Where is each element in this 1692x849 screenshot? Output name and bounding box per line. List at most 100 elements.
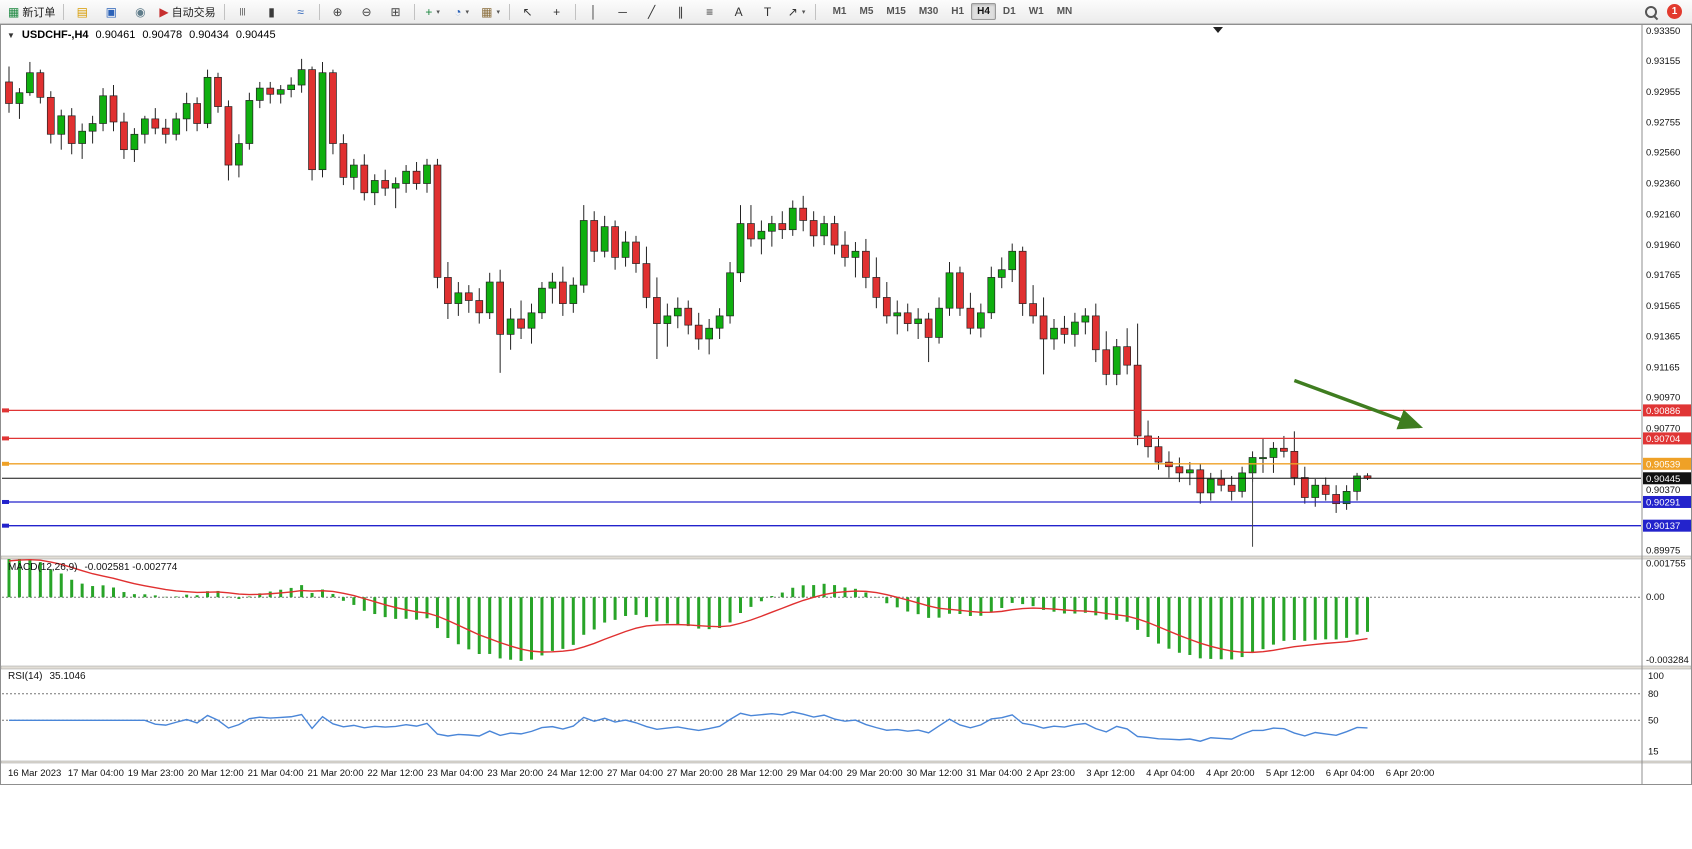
candlestick-chart-button[interactable]: ▮ — [258, 1, 286, 23]
candle-body — [632, 241, 640, 264]
candle-body — [684, 307, 693, 326]
candle-body — [1300, 477, 1309, 498]
candle-body — [517, 318, 525, 329]
new-order-button[interactable]: ▦ 新订单 — [4, 1, 59, 23]
search-icon[interactable] — [1643, 4, 1659, 20]
candle-body — [15, 92, 24, 104]
templates-button[interactable]: ▦ ▾ — [477, 1, 505, 23]
timeframe-m5-button[interactable]: M5 — [859, 6, 874, 17]
rsi-axis-label: 80 — [1648, 689, 1659, 700]
time-axis-label: 21 Mar 20:00 — [307, 768, 364, 779]
equidistant-channel-button[interactable]: ∥ — [667, 1, 695, 23]
toolbar-separator — [63, 3, 65, 20]
time-axis-label: 5 Apr 12:00 — [1265, 768, 1315, 779]
fibonacci-button[interactable]: ≡ — [696, 1, 724, 23]
ohlc-low: 0.90434 — [189, 29, 229, 41]
arrows-button[interactable]: ↗ ▾ — [783, 1, 811, 23]
price-axis-label: 0.92360 — [1646, 179, 1680, 190]
candle-body — [1039, 315, 1048, 340]
macd-axis-label: 0.00 — [1646, 592, 1665, 603]
one-click-trading-caret-icon[interactable]: ▼ — [7, 30, 15, 40]
zoom-out-button[interactable]: ⊖ — [353, 1, 381, 23]
navigator-button[interactable]: ◉ — [126, 1, 154, 23]
price-axis-label: 0.93155 — [1646, 56, 1680, 67]
line-handle — [2, 408, 9, 413]
macd-signal-line — [8, 558, 1368, 654]
auto-trading-button[interactable]: ▶ 自动交易 — [155, 1, 219, 23]
line-handle — [2, 436, 9, 441]
bar-chart-button[interactable]: ||| — [229, 1, 257, 23]
chart-plot-area[interactable] — [1, 25, 1641, 556]
time-axis-label: 17 Mar 04:00 — [67, 768, 124, 779]
candle-body — [914, 318, 923, 324]
candle-body — [172, 118, 181, 135]
candle-body — [976, 312, 985, 329]
time-axis-label: 30 Mar 12:00 — [906, 768, 963, 779]
text-button[interactable]: A — [725, 1, 753, 23]
crosshair-button[interactable]: + — [543, 1, 571, 23]
trendline-button[interactable]: ╱ — [638, 1, 666, 23]
price-tag-label: 0.90886 — [1646, 406, 1680, 417]
candle-body — [57, 115, 66, 135]
pane-separator[interactable] — [0, 760, 1692, 764]
time-axis-label: 28 Mar 12:00 — [726, 768, 783, 779]
candle-body — [339, 143, 348, 178]
timeframe-m1-button[interactable]: M1 — [832, 6, 847, 17]
time-axis-label: 6 Apr 20:00 — [1385, 768, 1435, 779]
candle-body — [444, 277, 452, 304]
timeframe-m30-button[interactable]: M30 — [918, 6, 939, 17]
rsi-axis-label: 50 — [1648, 715, 1659, 726]
text-label-button[interactable]: T — [754, 1, 782, 23]
timeframe-d1-button[interactable]: D1 — [1002, 6, 1016, 17]
market-watch-button[interactable]: ▣ — [97, 1, 125, 23]
pane-separator[interactable] — [0, 665, 1692, 670]
candle-body — [5, 81, 13, 104]
candle-body — [381, 180, 390, 189]
time-axis-label: 23 Mar 04:00 — [427, 768, 484, 779]
new-order-button-label: 新订单 — [22, 6, 56, 19]
candle-body — [391, 183, 400, 189]
candle-body — [496, 281, 504, 335]
indicators-button[interactable]: + ▾ — [419, 1, 447, 23]
candle-body — [88, 123, 97, 132]
timeframe-mn-button[interactable]: MN — [1056, 6, 1073, 17]
timeframe-h4-button[interactable]: H4 — [971, 3, 996, 20]
candle-body — [862, 250, 870, 278]
zoom-in-button[interactable]: ⊕ — [324, 1, 352, 23]
candle-body — [600, 226, 609, 252]
rsi-readout: 35.1046 — [49, 671, 86, 682]
bar-chart-icon: ||| — [239, 6, 246, 16]
charts-window-button[interactable]: ▤ — [68, 1, 96, 23]
candle-body — [78, 130, 87, 144]
price-axis-label: 0.92755 — [1646, 118, 1680, 129]
trend-arrow-annotation[interactable] — [1293, 378, 1424, 430]
timeframe-h1-button[interactable]: H1 — [951, 6, 965, 17]
time-axis-label: 29 Mar 04:00 — [786, 768, 843, 779]
price-tag — [1643, 404, 1691, 417]
pane-separator[interactable] — [0, 555, 1692, 560]
timeframe-m15-button[interactable]: M15 — [886, 6, 906, 17]
vertical-line-button[interactable]: │ — [580, 1, 608, 23]
candle-body — [276, 89, 285, 95]
candle-body — [454, 292, 463, 304]
ohlc-close: 0.90445 — [235, 29, 276, 41]
candle-body — [1123, 346, 1132, 366]
dropdown-caret-icon: ▾ — [496, 8, 500, 16]
candle-body — [1196, 469, 1205, 494]
candle-body — [308, 69, 316, 171]
timeframe-w1-button[interactable]: W1 — [1028, 6, 1044, 17]
horizontal-line-button[interactable]: ─ — [609, 1, 637, 23]
cursor-button[interactable]: ↖ — [514, 1, 542, 23]
candle-body — [255, 87, 264, 101]
candle-body — [506, 318, 515, 335]
candle-body — [1353, 475, 1361, 492]
candle-body — [1269, 447, 1278, 458]
periods-button[interactable]: ◔ ▾ — [448, 1, 476, 23]
line-chart-button[interactable]: ≈ — [287, 1, 315, 23]
line-handle — [2, 523, 9, 528]
notification-badge[interactable]: 1 — [1667, 4, 1682, 19]
candle-body — [569, 284, 578, 304]
candle-body — [1185, 469, 1194, 474]
tile-windows-button[interactable]: ⊞ — [382, 1, 410, 23]
time-axis[interactable]: 16 Mar 2023 17 Mar 04:00 19 Mar 23:00 20 Ma… — [0, 763, 1692, 784]
